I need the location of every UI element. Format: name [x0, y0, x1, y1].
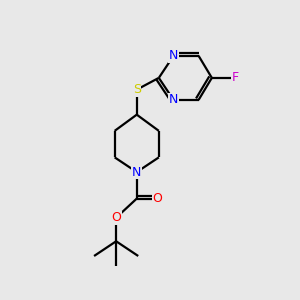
Text: O: O — [152, 192, 162, 205]
Text: S: S — [133, 83, 141, 96]
Text: O: O — [111, 211, 121, 224]
Text: N: N — [169, 49, 178, 62]
Text: N: N — [132, 166, 141, 178]
Text: F: F — [232, 71, 239, 84]
Text: N: N — [169, 93, 178, 106]
